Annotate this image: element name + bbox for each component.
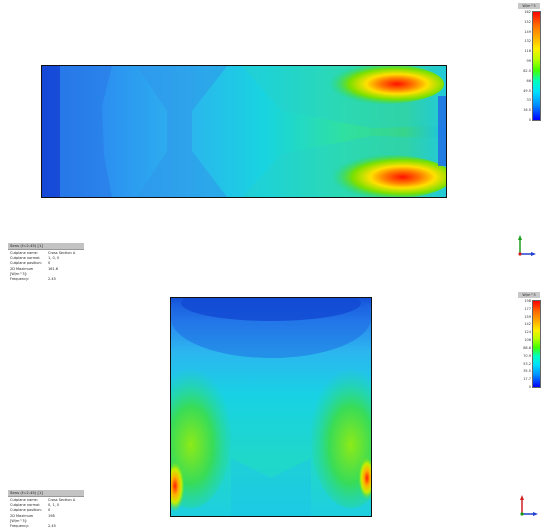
info-row-label: Cutplane name: — [10, 498, 38, 502]
info-row-label: 2D Maximum [W/m^3]: — [10, 266, 34, 276]
info-row: Cutplane position: 0 — [10, 508, 82, 513]
info-row-label: Cutplane position: — [10, 261, 42, 266]
bottom-field-panel: W/m^3 198 177 159 142 124 106 88.6 70.9 53.2 35.5… — [0, 263, 550, 530]
info-row: Frequency: 2.45 — [10, 277, 82, 282]
field-map-top — [42, 66, 446, 197]
legend-tick-label: 0 — [528, 118, 531, 122]
legend-tick-label: 116 — [524, 49, 531, 54]
info-row: Cutplane normal: 0, 1, 0 — [10, 503, 82, 508]
hotspot-lower — [322, 155, 446, 197]
left-cold-band — [42, 66, 60, 197]
info-box-top: Sens (f=2.45) [1] Cutplane name: Cross Se… — [8, 243, 84, 284]
axes-glyph-icon — [518, 235, 536, 256]
info-row-value: Cross Section A — [48, 498, 76, 502]
legend-tick-label: 35.5 — [523, 369, 531, 374]
legend-tick-label: 99 — [526, 59, 531, 64]
left-contour — [60, 66, 112, 197]
legend-tick-label: 152 — [524, 19, 531, 24]
info-row-value: 0 — [48, 261, 51, 266]
top-contour — [171, 298, 371, 358]
legend-tick-label: 149 — [524, 29, 531, 34]
info-row: Frequency: 2.45 — [10, 524, 82, 529]
power-loss-density-plot-top[interactable] — [41, 65, 447, 198]
info-row-value: 1, 0, 0 — [48, 256, 60, 261]
info-row-value: 0, 1, 0 — [48, 503, 60, 508]
info-row-value: 161.6 — [48, 266, 59, 271]
legend-tick-label: 0 — [528, 385, 531, 389]
legend-tick-label: 66 — [526, 78, 531, 83]
power-loss-density-plot-bottom[interactable] — [170, 297, 372, 517]
legend-title: W/m^3 — [518, 3, 540, 9]
top-field-panel: W/m^3 162 152 149 132 116 99 82.5 66 49.5 33 16.5 0… — [0, 0, 550, 284]
color-legend-bottom: W/m^3 198 177 159 142 124 106 88.6 70.9 53.2 35.5… — [510, 292, 541, 389]
legend-tick-label: 82.5 — [523, 68, 531, 73]
legend-tick-label: 17.7 — [523, 377, 531, 382]
right-cold-band — [438, 96, 446, 166]
info-row: Cutplane name: Cross Section A — [10, 251, 82, 256]
info-row: Cutplane position: 0 — [10, 261, 82, 266]
info-row-value: 0 — [48, 508, 51, 513]
axes-glyph-icon — [520, 495, 538, 516]
left-hotspot — [171, 460, 185, 512]
legend-color-bar — [532, 11, 541, 121]
xyz-axes-icon — [515, 234, 537, 262]
info-header: Sens (f=2.45) [1] — [8, 490, 84, 497]
info-row-label: 2D Maximum [W/m^3]: — [10, 513, 34, 523]
color-legend-top: W/m^3 162 152 149 132 116 99 82.5 66 49.5 33 16.5 0 — [510, 3, 541, 122]
legend-tick-label: 49.5 — [523, 88, 531, 93]
info-row: Cutplane name: Cross Section A — [10, 498, 82, 503]
hotspot-upper — [320, 66, 444, 104]
info-row-value: 198 — [48, 513, 55, 518]
info-row-label: Frequency: — [10, 277, 30, 282]
legend-tick-label: 162 — [524, 10, 531, 14]
info-box-bottom: Sens (f=2.45) [1] Cutplane name: Cross Se… — [8, 490, 84, 530]
legend-tick-label: 88.6 — [523, 345, 531, 350]
info-row-value: 2.45 — [48, 277, 56, 282]
legend-tick-label: 159 — [524, 314, 531, 319]
field-map-bottom — [171, 298, 371, 516]
info-row-label: Frequency: — [10, 524, 30, 529]
info-row: Cutplane normal: 1, 0, 0 — [10, 256, 82, 261]
legend-tick-label: 106 — [524, 338, 531, 343]
mid-contour — [137, 66, 227, 197]
top-cold-zone — [181, 298, 361, 321]
legend-tick-label: 33 — [526, 98, 531, 103]
info-rows: Cutplane name: Cross Section A Cutplane no… — [8, 497, 84, 530]
info-row-label: Cutplane normal: — [10, 503, 41, 508]
info-row-label: Cutplane name: — [10, 251, 38, 255]
info-row-label: Cutplane position: — [10, 508, 42, 513]
bottom-center-contour — [231, 458, 311, 516]
legend-tick-label: 198 — [524, 299, 531, 303]
right-hotspot — [358, 456, 371, 500]
legend-color-bar — [532, 300, 541, 388]
legend-tick-label: 132 — [524, 39, 531, 44]
info-rows: Cutplane name: Cross Section A Cutplane no… — [8, 250, 84, 284]
legend-tick-label: 177 — [524, 306, 531, 311]
legend-title: W/m^3 — [518, 292, 540, 298]
info-row-value: 2.45 — [48, 524, 56, 529]
legend-tick-label: 53.2 — [523, 361, 531, 366]
info-row-value: Cross Section A — [48, 251, 76, 255]
info-row: 2D Maximum [W/m^3]: 198 — [10, 514, 82, 524]
info-row-label: Cutplane normal: — [10, 256, 41, 261]
xyz-axes-icon — [517, 494, 539, 522]
info-row: 2D Maximum [W/m^3]: 161.6 — [10, 267, 82, 277]
info-header: Sens (f=2.45) [1] — [8, 243, 84, 250]
legend-tick-label: 16.5 — [523, 108, 531, 113]
left-warm-zone — [171, 368, 231, 508]
legend-tick-label: 70.9 — [523, 353, 531, 358]
legend-tick-label: 124 — [524, 330, 531, 335]
legend-tick-label: 142 — [524, 322, 531, 327]
right-warm-zone — [311, 368, 371, 508]
